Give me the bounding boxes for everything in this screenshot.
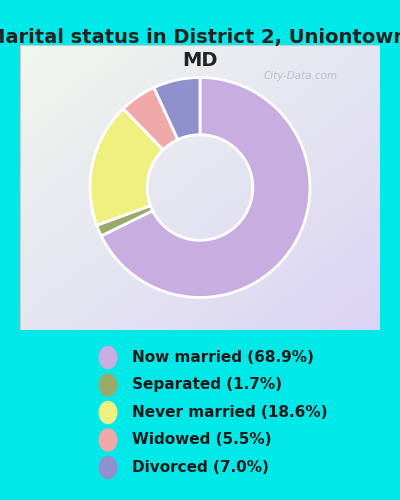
Wedge shape [97, 206, 152, 236]
Text: Divorced (7.0%): Divorced (7.0%) [132, 460, 269, 475]
Text: City-Data.com: City-Data.com [264, 70, 338, 81]
Text: Widowed (5.5%): Widowed (5.5%) [132, 432, 272, 448]
Text: Separated (1.7%): Separated (1.7%) [132, 378, 282, 392]
Wedge shape [101, 78, 310, 298]
Text: Now married (68.9%): Now married (68.9%) [132, 350, 314, 365]
Wedge shape [123, 88, 178, 150]
Text: Marital status in District 2, Uniontown,
MD: Marital status in District 2, Uniontown,… [0, 28, 400, 70]
Text: Never married (18.6%): Never married (18.6%) [132, 405, 328, 420]
Wedge shape [154, 78, 200, 140]
Wedge shape [90, 108, 163, 226]
